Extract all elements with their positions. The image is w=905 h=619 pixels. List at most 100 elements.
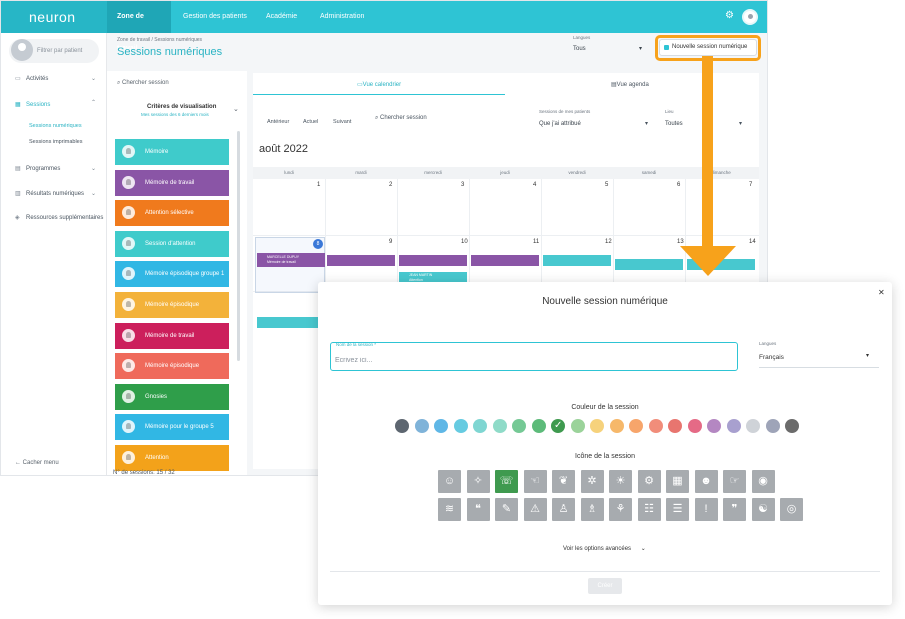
head-exclaim-icon[interactable]: !	[694, 498, 718, 521]
head-puzzle-icon[interactable]: ✧	[466, 470, 490, 493]
person-icon[interactable]: ☺	[438, 470, 461, 493]
head-mind-icon[interactable]: ☯	[751, 498, 775, 521]
caret-down-icon[interactable]: ▾	[866, 353, 870, 359]
color-swatch[interactable]	[629, 419, 643, 433]
sidebar-item-activites[interactable]: ▭ Activités	[15, 75, 48, 82]
chevron-down-icon[interactable]: ⌄	[90, 76, 96, 82]
session-item[interactable]: Mémoire de travail	[115, 322, 229, 349]
day-number[interactable]: 1	[317, 182, 321, 188]
modal-language-select[interactable]: Français	[759, 354, 879, 368]
day-number[interactable]: 2	[389, 182, 393, 188]
caret-down-icon[interactable]: ▾	[639, 46, 643, 52]
day-number[interactable]: 12	[605, 239, 612, 245]
event-bar[interactable]	[615, 259, 683, 270]
nav-academie[interactable]: Académie	[266, 13, 298, 20]
people-row-icon[interactable]: ☰	[666, 498, 689, 521]
patient-sessions-select[interactable]: Que j'ai attribué	[539, 121, 581, 127]
day-number[interactable]: 14	[749, 239, 756, 245]
close-icon[interactable]: ✕	[878, 288, 885, 297]
color-swatch[interactable]	[434, 419, 448, 433]
person-sit-icon[interactable]: ♗	[580, 498, 604, 521]
color-swatch[interactable]	[473, 419, 487, 433]
session-item[interactable]: Mémoire épisodique	[115, 353, 229, 380]
session-search-input[interactable]: ⌕ Chercher session	[117, 80, 169, 87]
color-swatch[interactable]	[512, 419, 526, 433]
sidebar-sub-sessions-imprimables[interactable]: Sessions imprimables	[29, 139, 83, 145]
brain-icon[interactable]: ❦	[552, 470, 575, 493]
color-swatch[interactable]	[531, 419, 546, 433]
pencil-write-icon[interactable]: ✎	[495, 498, 518, 521]
session-item[interactable]: Attention sélective	[115, 200, 229, 227]
session-name-field[interactable]: Nom de la session *	[330, 342, 738, 371]
session-item[interactable]: Mémoire	[115, 139, 229, 165]
group-icon[interactable]: ☷	[637, 498, 661, 521]
day-number[interactable]: 3	[461, 182, 465, 188]
color-swatch[interactable]	[687, 419, 702, 433]
day-number[interactable]: 13	[677, 239, 684, 245]
event-jean[interactable]: JEAN MARTIN Attention	[399, 272, 467, 283]
head-cogs-icon[interactable]: ⚙	[637, 470, 661, 493]
color-swatch[interactable]	[765, 419, 780, 433]
event-bar[interactable]	[399, 255, 467, 266]
session-item[interactable]: Session d'attention	[115, 230, 229, 257]
tab-vue-calendrier[interactable]: ▭Vue calendrier	[357, 81, 401, 88]
event-bar[interactable]	[327, 255, 395, 266]
day-number[interactable]: 6	[677, 182, 681, 188]
day-number[interactable]: 11	[533, 239, 540, 245]
day-number[interactable]: 9	[389, 239, 393, 245]
color-swatch[interactable]	[648, 419, 663, 433]
brand-logo[interactable]: neuron	[1, 1, 107, 33]
session-item[interactable]: Mémoire épisodique	[115, 292, 229, 318]
chevron-down-icon[interactable]: ⌄	[90, 166, 96, 172]
head-chat-icon[interactable]: ☏	[495, 470, 518, 493]
day-number[interactable]: 10	[461, 239, 468, 245]
chevron-down-icon[interactable]: ⌄	[90, 191, 96, 197]
color-swatch[interactable]	[668, 419, 682, 433]
day-number[interactable]: 5	[605, 182, 609, 188]
nav-gestion-patients[interactable]: Gestion des patients	[183, 13, 247, 20]
warning-head-icon[interactable]: ⚠	[523, 498, 547, 521]
session-item[interactable]: Mémoire de travail	[115, 169, 229, 196]
color-swatch[interactable]	[746, 419, 760, 433]
event-bar[interactable]	[543, 255, 611, 266]
color-swatch[interactable]	[453, 419, 468, 433]
chevron-down-icon[interactable]: ⌄	[233, 106, 239, 113]
head-waves-icon[interactable]: ≋	[438, 498, 461, 521]
event-bar[interactable]	[257, 317, 325, 328]
head-gears-icon[interactable]: ✲	[580, 470, 604, 493]
color-swatch[interactable]	[609, 419, 624, 433]
hand-touch-icon[interactable]: ☜	[523, 470, 547, 493]
chevron-up-icon[interactable]: ⌃	[90, 100, 96, 106]
session-item[interactable]: Attention	[115, 445, 229, 471]
event-bar[interactable]	[471, 255, 539, 266]
calendar-search-input[interactable]: ⌕ Chercher session	[375, 115, 525, 122]
user-avatar[interactable]	[742, 9, 758, 25]
color-swatch[interactable]	[785, 419, 799, 433]
location-select[interactable]: Toutes	[665, 121, 683, 127]
next-button[interactable]: Suivant	[333, 119, 352, 125]
current-button[interactable]: Actuel	[303, 119, 319, 125]
advanced-options-toggle[interactable]: Voir les options avancées ⌄	[563, 545, 646, 552]
person-walk-icon[interactable]: ♙	[552, 498, 575, 521]
language-filter-select[interactable]: Tous	[573, 46, 586, 52]
day-number[interactable]: 4	[533, 182, 537, 188]
color-swatch[interactable]	[492, 419, 507, 433]
sidebar-item-sessions[interactable]: ▦ Sessions	[15, 101, 50, 108]
criteria-title[interactable]: Critères de visualisation	[147, 104, 217, 110]
target-head-icon[interactable]: ◎	[780, 498, 803, 521]
sidebar-item-resultats[interactable]: ▥ Résultats numériques	[15, 190, 84, 197]
new-session-button[interactable]: Nouvelle session numérique	[659, 39, 757, 56]
cutlery-icon[interactable]: ⚘	[609, 498, 632, 521]
sidebar-item-ressources[interactable]: ◈ Ressources supplémentaires	[15, 214, 103, 221]
session-item[interactable]: Gnosies	[115, 383, 229, 410]
day-number[interactable]: 7	[749, 182, 753, 188]
gear-icon[interactable]: ⚙	[725, 10, 734, 21]
session-item[interactable]: Mémoire pour le groupe 5	[115, 414, 229, 441]
prev-button[interactable]: Antérieur	[267, 119, 290, 125]
hide-menu-button[interactable]: ← Cacher menu	[15, 460, 59, 466]
pointing-icon[interactable]: ☞	[723, 470, 746, 493]
ruler-cubes-icon[interactable]: ▦	[666, 470, 689, 493]
nav-administration[interactable]: Administration	[320, 13, 365, 20]
nav-zone-de-travail[interactable]: Zone de travail	[107, 1, 171, 52]
tab-vue-agenda[interactable]: ▤Vue agenda	[611, 81, 649, 88]
